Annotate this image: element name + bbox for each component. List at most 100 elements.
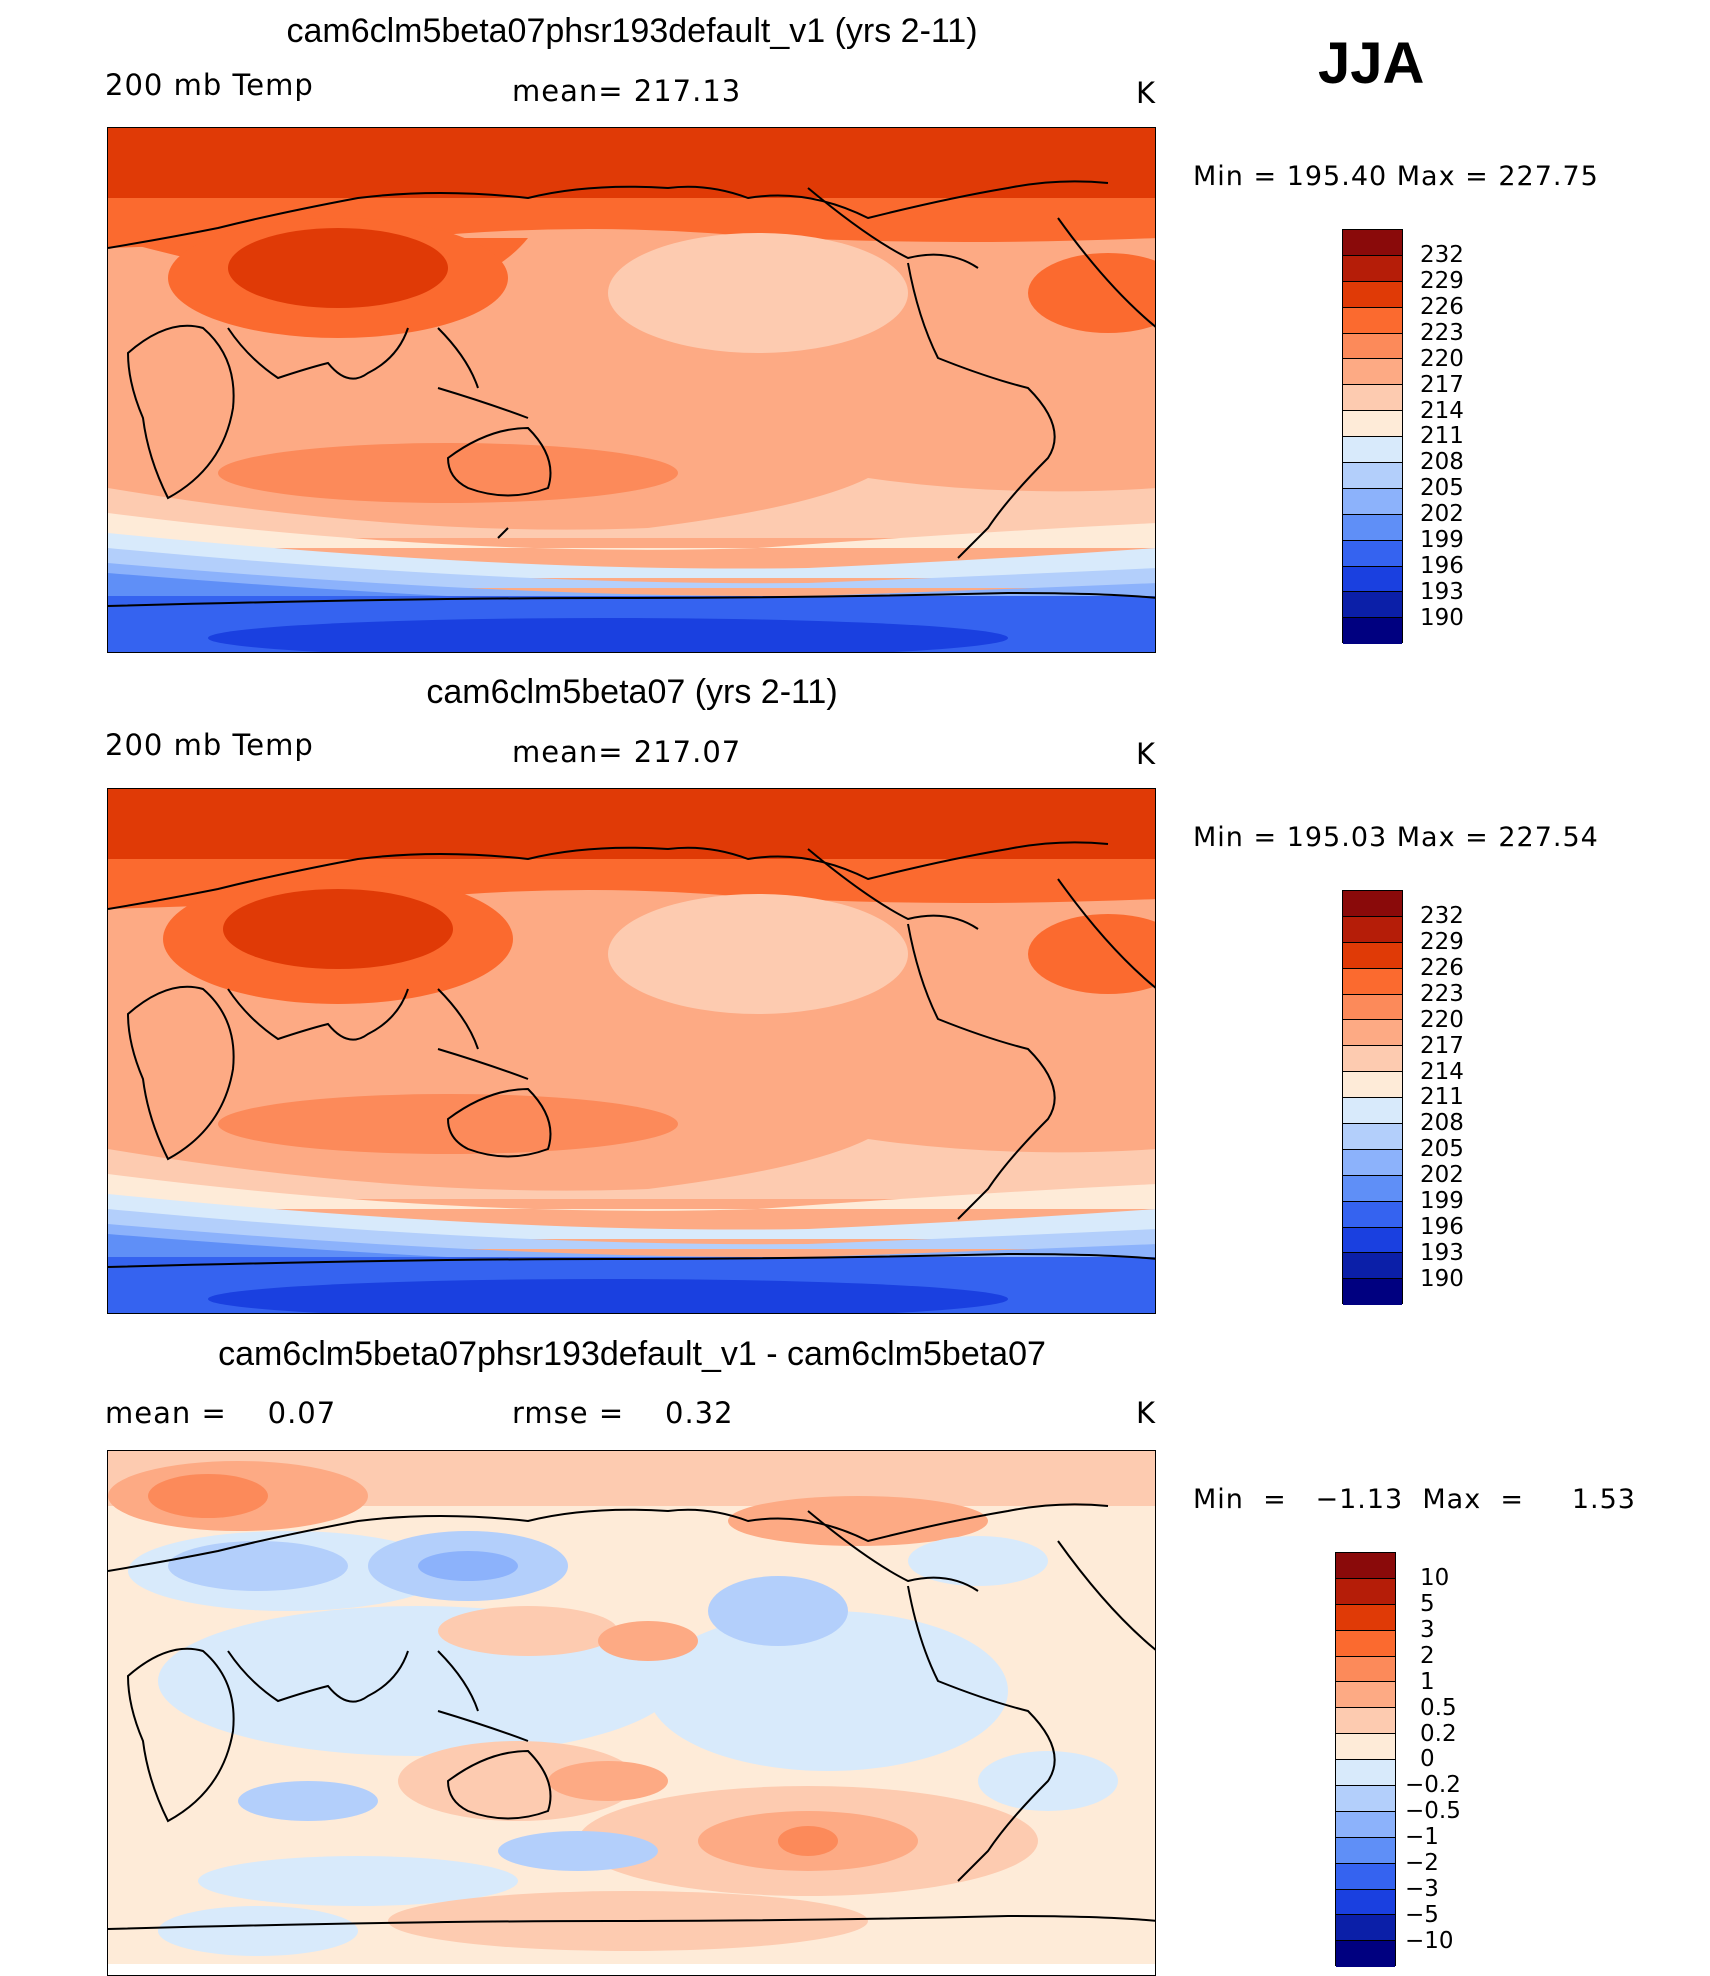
colorbar-swatch [1336, 1889, 1395, 1916]
colorbar-swatch [1336, 1708, 1395, 1735]
panel-2-mean-label: mean= 217.07 [512, 735, 742, 769]
colorbar-swatch [1343, 1279, 1402, 1306]
colorbar-swatch [1343, 1201, 1402, 1228]
colorbar-tick-label: 211 [1420, 423, 1464, 449]
panel-3-map [107, 1450, 1156, 1976]
colorbar-tick-label: −3 [1405, 1876, 1439, 1902]
panel-3-units: K [1136, 1396, 1157, 1430]
colorbar-swatch [1343, 333, 1402, 360]
colorbar-swatch [1343, 230, 1402, 256]
colorbar-tick-label: −10 [1405, 1928, 1454, 1954]
colorbar-swatch [1343, 592, 1402, 619]
colorbar-tick-label: 5 [1420, 1591, 1435, 1617]
colorbar-swatch [1343, 1175, 1402, 1202]
colorbar-tick-label: 226 [1420, 955, 1464, 981]
colorbar-tick-label: 199 [1420, 527, 1464, 553]
colorbar-tick-label: −0.5 [1405, 1798, 1461, 1824]
colorbar-swatch [1343, 1149, 1402, 1176]
panel-2-variable-label: 200 mb Temp [105, 728, 314, 762]
colorbar-swatch [1343, 942, 1402, 969]
colorbar-tick-label: 10 [1420, 1565, 1450, 1591]
colorbar-swatch [1343, 891, 1402, 917]
panel-1-map [107, 127, 1156, 653]
panel-3-min-max: Min = −1.13 Max = 1.53 [1193, 1484, 1636, 1515]
colorbar-swatch [1343, 463, 1402, 489]
colorbar-swatch [1343, 1046, 1402, 1073]
colorbar-tick-label: 190 [1420, 1266, 1464, 1292]
colorbar-tick-label: 214 [1420, 398, 1464, 424]
panel-2-min-max: Min = 195.03 Max = 227.54 [1193, 822, 1599, 853]
colorbar-swatch [1343, 307, 1402, 334]
panel-2-colorbar-ticks: 232 229 226 223 220 217 214 211 208 205 … [1420, 890, 1540, 1304]
colorbar-tick-label: 199 [1420, 1188, 1464, 1214]
colorbar-swatch [1336, 1837, 1395, 1864]
colorbar-tick-label: 220 [1420, 346, 1464, 372]
colorbar-tick-label: 226 [1420, 294, 1464, 320]
colorbar-tick-label: 205 [1420, 475, 1464, 501]
colorbar-swatch [1343, 1072, 1402, 1099]
panel-1-colorbar-ticks: 232 229 226 223 220 217 214 211 208 205 … [1420, 229, 1540, 643]
colorbar-tick-label: −5 [1405, 1902, 1439, 1928]
colorbar-swatch [1336, 1578, 1395, 1605]
colorbar-swatch [1343, 618, 1402, 645]
panel-2-units: K [1136, 737, 1157, 771]
colorbar-swatch [1336, 1734, 1395, 1761]
colorbar-tick-label: 232 [1420, 242, 1464, 268]
colorbar-tick-label: 217 [1420, 372, 1464, 398]
colorbar-tick-label: 217 [1420, 1033, 1464, 1059]
colorbar-swatch [1343, 281, 1402, 308]
colorbar-swatch [1336, 1941, 1395, 1968]
colorbar-tick-label: 3 [1420, 1617, 1435, 1643]
colorbar-tick-label: 190 [1420, 605, 1464, 631]
colorbar-swatch [1343, 540, 1402, 567]
colorbar-tick-label: 232 [1420, 903, 1464, 929]
panel-1-mean-label: mean= 217.13 [512, 74, 742, 108]
coastlines [108, 1503, 1155, 1930]
colorbar-swatch [1336, 1630, 1395, 1657]
colorbar-swatch [1343, 385, 1402, 412]
colorbar-tick-label: 211 [1420, 1084, 1464, 1110]
colorbar-tick-label: 229 [1420, 268, 1464, 294]
panel-3-colorbar [1335, 1552, 1396, 1968]
colorbar-swatch [1336, 1863, 1395, 1890]
colorbar-swatch [1343, 916, 1402, 943]
coastlines [108, 180, 1155, 607]
panel-2-title: cam6clm5beta07 (yrs 2-11) [426, 673, 838, 711]
colorbar-swatch [1343, 1124, 1402, 1150]
colorbar-swatch [1343, 488, 1402, 515]
panel-1-min-max: Min = 195.40 Max = 227.75 [1193, 161, 1599, 192]
colorbar-swatch [1343, 968, 1402, 995]
colorbar-swatch [1343, 1098, 1402, 1125]
temperature-field [108, 128, 1155, 652]
colorbar-swatch [1343, 1020, 1402, 1047]
colorbar-tick-label: 223 [1420, 981, 1464, 1007]
season-label: JJA [1318, 31, 1425, 96]
temperature-field [108, 789, 1155, 1313]
panel-2-map [107, 788, 1156, 1314]
colorbar-swatch [1336, 1656, 1395, 1683]
colorbar-swatch [1343, 1253, 1402, 1280]
colorbar-tick-label: 208 [1420, 449, 1464, 475]
colorbar-swatch [1336, 1760, 1395, 1787]
panel-3-colorbar-ticks: 10 5 3 2 1 0.5 0.2 0 −0.2 −0.5 −1 −2 −3 … [1405, 1552, 1535, 1966]
panel-1-colorbar [1342, 229, 1403, 645]
panel-3-mean-label: mean = 0.07 [105, 1396, 337, 1430]
panel-2-colorbar [1342, 890, 1403, 1306]
colorbar-tick-label: 202 [1420, 501, 1464, 527]
colorbar-swatch [1343, 566, 1402, 593]
colorbar-tick-label: 223 [1420, 320, 1464, 346]
colorbar-tick-label: 196 [1420, 553, 1464, 579]
difference-field [108, 1451, 1155, 1964]
panel-1-units: K [1136, 76, 1157, 110]
colorbar-swatch [1343, 994, 1402, 1021]
colorbar-tick-label: 0.5 [1420, 1695, 1457, 1721]
colorbar-tick-label: 205 [1420, 1136, 1464, 1162]
panel-1-variable-label: 200 mb Temp [105, 68, 314, 102]
colorbar-tick-label: 193 [1420, 1240, 1464, 1266]
colorbar-tick-label: 196 [1420, 1214, 1464, 1240]
colorbar-swatch [1336, 1915, 1395, 1942]
colorbar-tick-label: 202 [1420, 1162, 1464, 1188]
colorbar-tick-label: 0.2 [1420, 1721, 1457, 1747]
colorbar-swatch [1336, 1811, 1395, 1838]
colorbar-tick-label: 193 [1420, 579, 1464, 605]
